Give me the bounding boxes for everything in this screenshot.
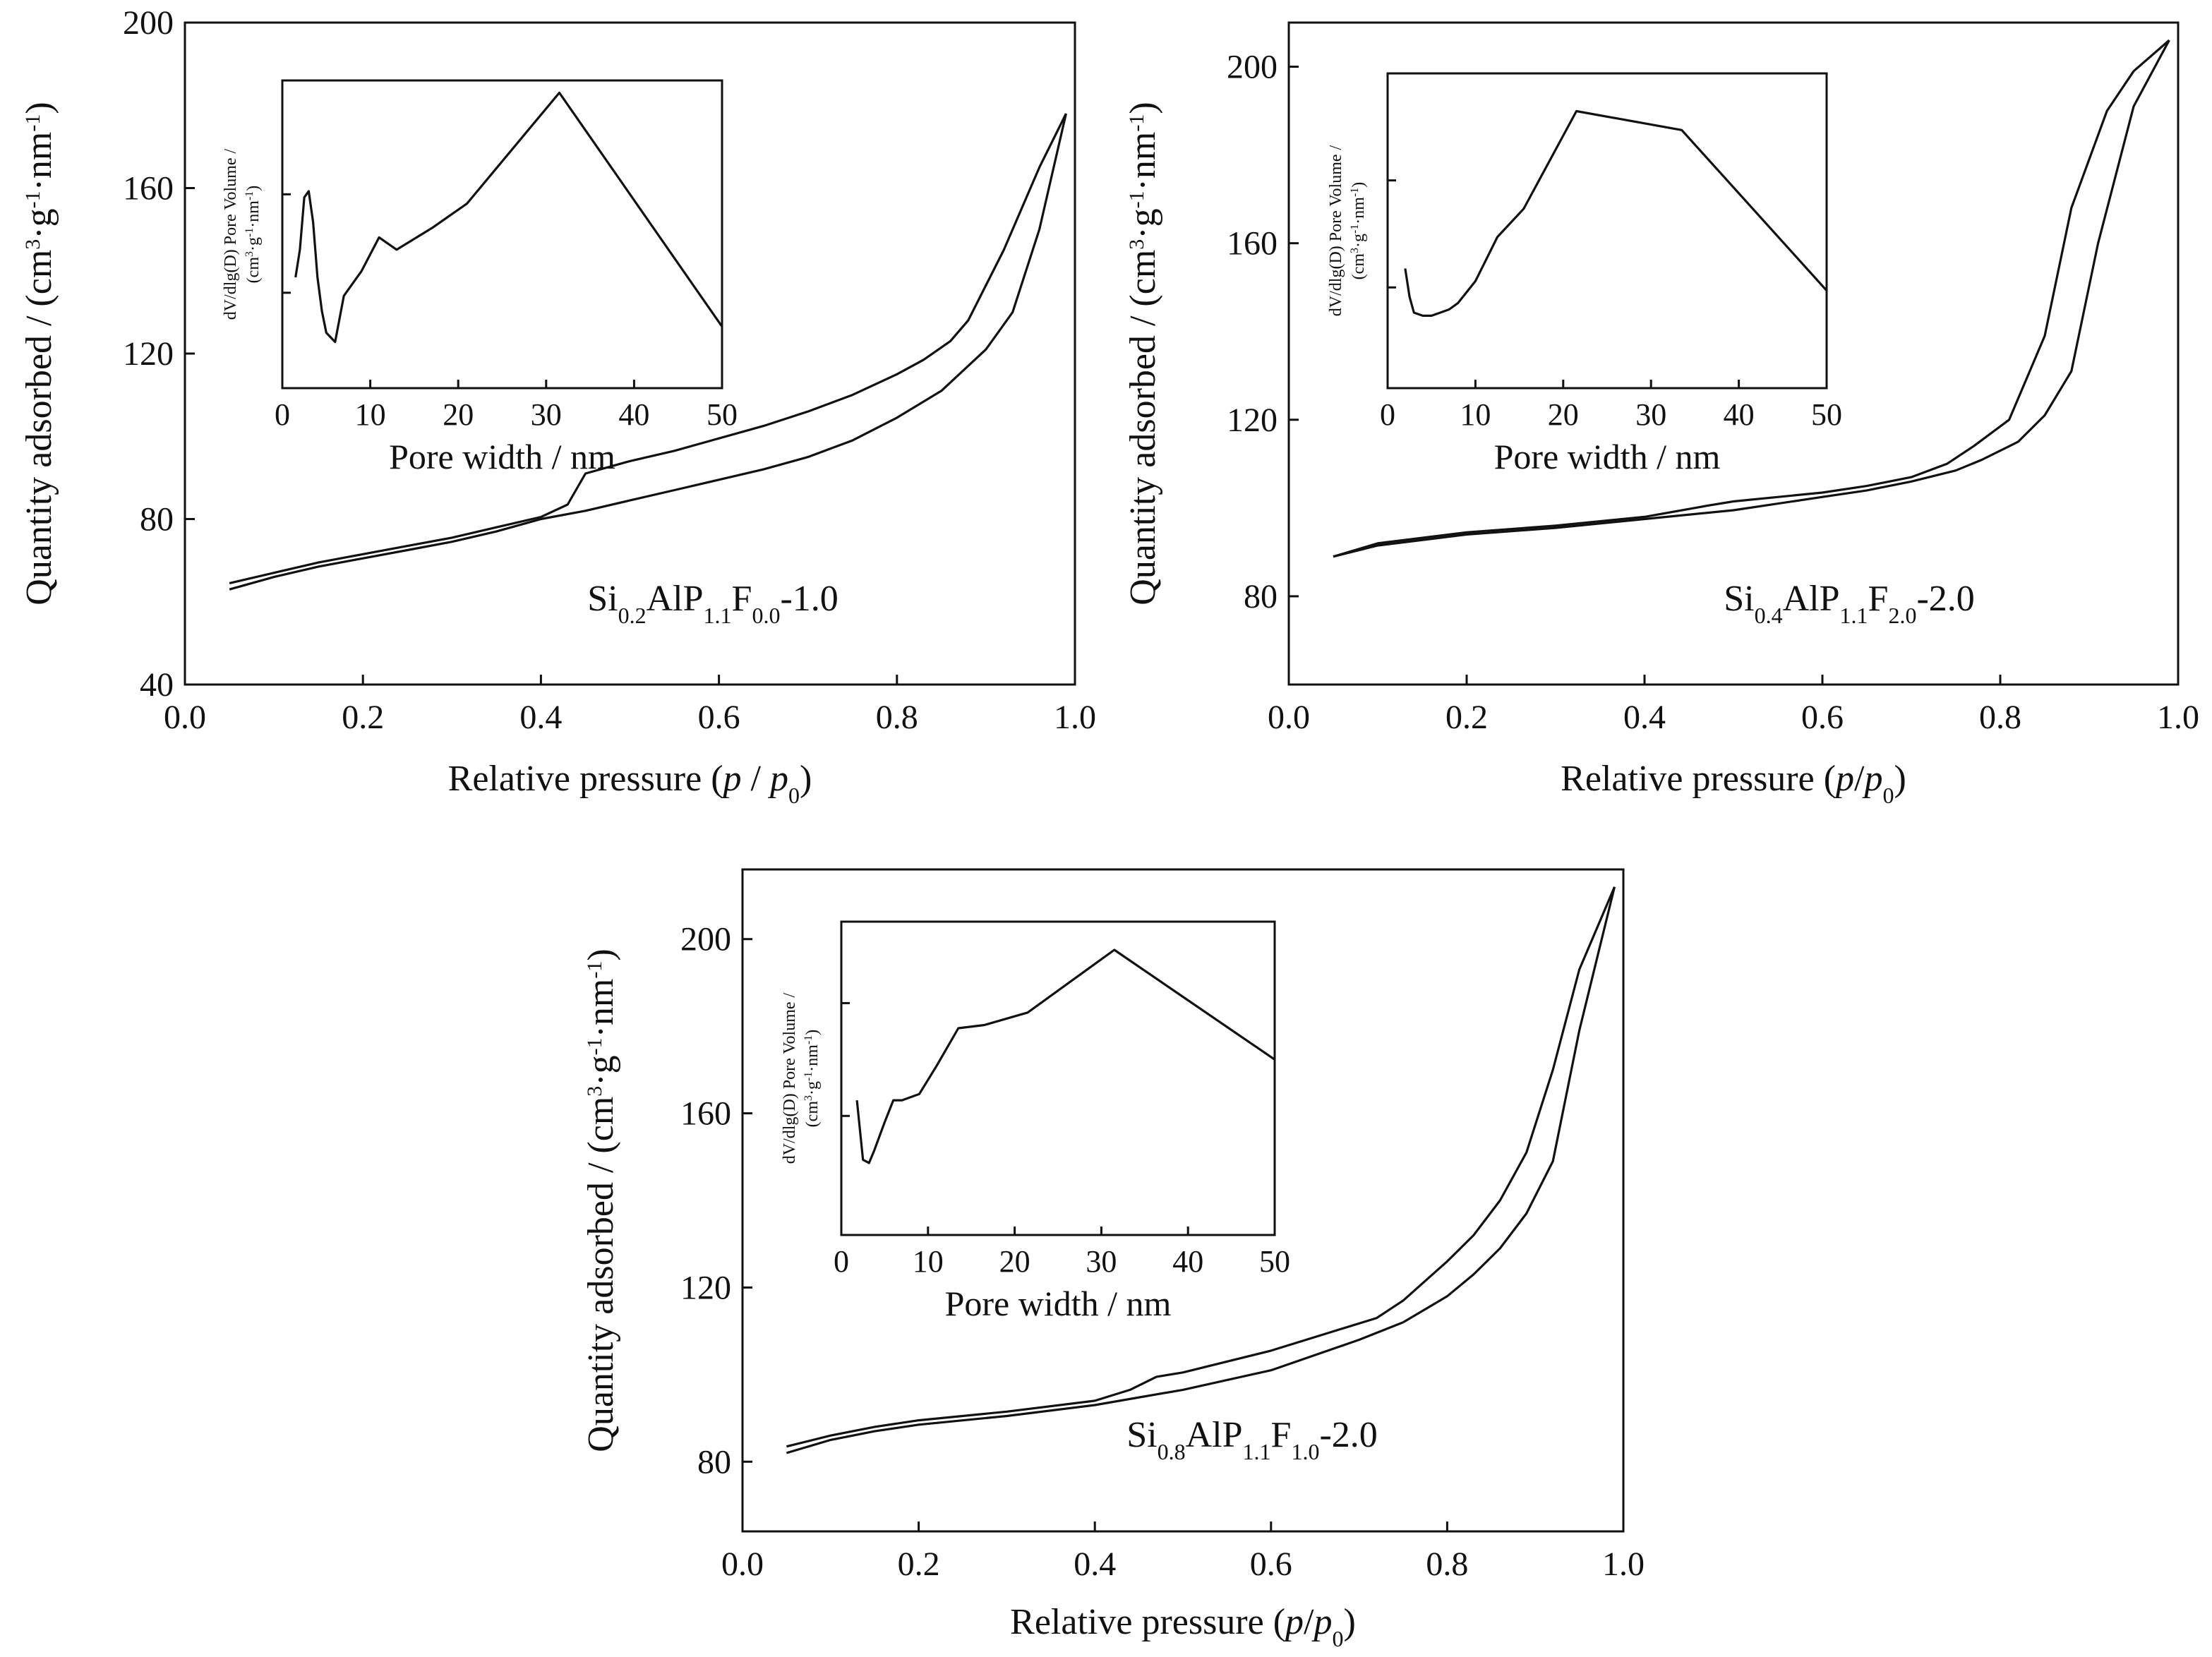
x-axis-label: Relative pressure (p/p0) [1561, 759, 1906, 808]
inset-y-axis-label-units: (cm3·g-1·nm-1) [1349, 182, 1369, 280]
inset-x-tick-label: 40 [1172, 1244, 1203, 1279]
x-tick-label: 0.0 [164, 699, 206, 736]
x-tick-label: 0.4 [1623, 699, 1666, 736]
y-tick-label: 200 [680, 921, 731, 958]
y-tick-label: 80 [697, 1443, 731, 1481]
y-axis-label: Quantity adsorbed / (cm3·g-1·nm-1) [1123, 102, 1163, 605]
inset-x-axis-label: Pore width / nm [389, 437, 615, 476]
inset-y-axis-label: dV/dlg(D) Pore Volume / [1327, 145, 1345, 316]
inset-x-tick-label: 10 [355, 397, 386, 432]
y-tick-label: 120 [1227, 402, 1278, 439]
sample-label: Si0.2AlP1.1F0.0-1.0 [587, 579, 838, 628]
pore-size-inset: 0 10 20 30 40 50 Pore width / nm dV/dlg(D) Pore… [222, 79, 738, 476]
x-tick-label: 0.2 [342, 699, 384, 736]
inset-x-tick-label: 40 [1724, 397, 1755, 432]
x-tick-label: 0.0 [1268, 699, 1310, 736]
inset-x-tick-label: 20 [443, 397, 474, 432]
y-tick-label: 160 [680, 1095, 731, 1133]
x-tick-label: 1.0 [1602, 1545, 1645, 1583]
inset-x-tick-label: 30 [1635, 397, 1666, 432]
y-tick-label: 200 [1227, 49, 1278, 86]
inset-x-tick-label: 0 [834, 1244, 849, 1279]
plot-frame [741, 868, 1625, 1533]
x-tick-label: 0.8 [876, 699, 918, 736]
inset-y-axis-label-units: (cm3·g-1·nm-1) [803, 1030, 822, 1128]
x-tick-label: 0.2 [898, 1545, 940, 1583]
inset-frame [840, 920, 1276, 1236]
inset-x-tick-label: 10 [913, 1244, 944, 1279]
x-tick-label: 0.4 [519, 699, 562, 736]
x-tick-label: 0.8 [1426, 1545, 1468, 1583]
pore-size-inset: 0 10 20 30 40 50 Pore width / nm dV/dlg(D) Pore… [1327, 72, 1842, 476]
desorption-branch [786, 886, 1616, 1448]
x-tick-label: 0.8 [1979, 699, 2021, 736]
inset-x-tick-label: 40 [618, 397, 649, 432]
y-axis-label: Quantity adsorbed / (cm3·g-1·nm-1) [581, 948, 621, 1452]
y-tick-label: 80 [140, 501, 174, 538]
inset-x-tick-label: 20 [1548, 397, 1579, 432]
y-axis-label: Quantity adsorbed / (cm3·g-1·nm-1) [19, 102, 59, 605]
inset-x-axis-label: Pore width / nm [1494, 437, 1721, 476]
inset-x-tick-label: 0 [1380, 397, 1395, 432]
inset-x-tick-label: 10 [1460, 397, 1491, 432]
inset-x-tick-label: 50 [1811, 397, 1842, 432]
inset-x-tick-label: 0 [275, 397, 290, 432]
inset-x-tick-label: 50 [1259, 1244, 1290, 1279]
adsorption-branch [1333, 40, 2170, 558]
inset-y-axis-label: dV/dlg(D) Pore Volume / [222, 148, 240, 320]
adsorption-branch [786, 886, 1616, 1454]
inset-x-tick-label: 30 [1086, 1244, 1117, 1279]
x-tick-label: 0.6 [1801, 699, 1844, 736]
pore-size-distribution-line [1404, 109, 1828, 317]
x-tick-label: 1.0 [1054, 699, 1096, 736]
pore-size-distribution-line [294, 91, 723, 344]
plot-frame [1287, 21, 2180, 686]
inset-y-axis-label-units: (cm3·g-1·nm-1) [244, 186, 263, 284]
x-tick-label: 0.6 [698, 699, 740, 736]
x-tick-label: 0.6 [1250, 1545, 1292, 1583]
x-tick-label: 0.4 [1074, 1545, 1116, 1583]
x-axis-label: Relative pressure (p / p0) [448, 759, 812, 808]
y-tick-label: 160 [1227, 225, 1278, 263]
desorption-branch [1333, 39, 2170, 558]
x-tick-label: 1.0 [2157, 699, 2199, 736]
y-tick-label: 120 [123, 335, 174, 373]
inset-frame [281, 79, 723, 390]
inset-y-axis-label: dV/dlg(D) Pore Volume / [781, 992, 799, 1164]
inset-x-tick-label: 50 [707, 397, 738, 432]
x-tick-label: 0.2 [1445, 699, 1488, 736]
y-tick-label: 40 [140, 666, 174, 704]
inset-x-tick-label: 20 [999, 1244, 1030, 1279]
sample-label: Si0.8AlP1.1F1.0-2.0 [1126, 1415, 1378, 1464]
panel-a: 0.0 0.2 0.4 0.6 0.8 1.04080120160200Relative … [19, 4, 1096, 808]
sample-label: Si0.4AlP1.1F2.0-2.0 [1724, 579, 1975, 628]
inset-x-tick-label: 30 [531, 397, 562, 432]
y-tick-label: 200 [123, 4, 174, 42]
y-tick-label: 120 [680, 1269, 731, 1306]
y-tick-label: 80 [1244, 578, 1278, 615]
pore-size-distribution-line [855, 948, 1275, 1164]
x-tick-label: 0.0 [721, 1545, 764, 1583]
desorption-branch [229, 113, 1067, 584]
inset-x-axis-label: Pore width / nm [945, 1284, 1172, 1323]
x-axis-label: Relative pressure (p/p0) [1010, 1602, 1356, 1651]
pore-size-inset: 0 10 20 30 40 50 Pore width / nm dV/dlg(D) Pore… [781, 920, 1290, 1323]
inset-frame [1386, 72, 1828, 390]
adsorption-branch [229, 113, 1067, 591]
y-tick-label: 160 [123, 170, 174, 207]
